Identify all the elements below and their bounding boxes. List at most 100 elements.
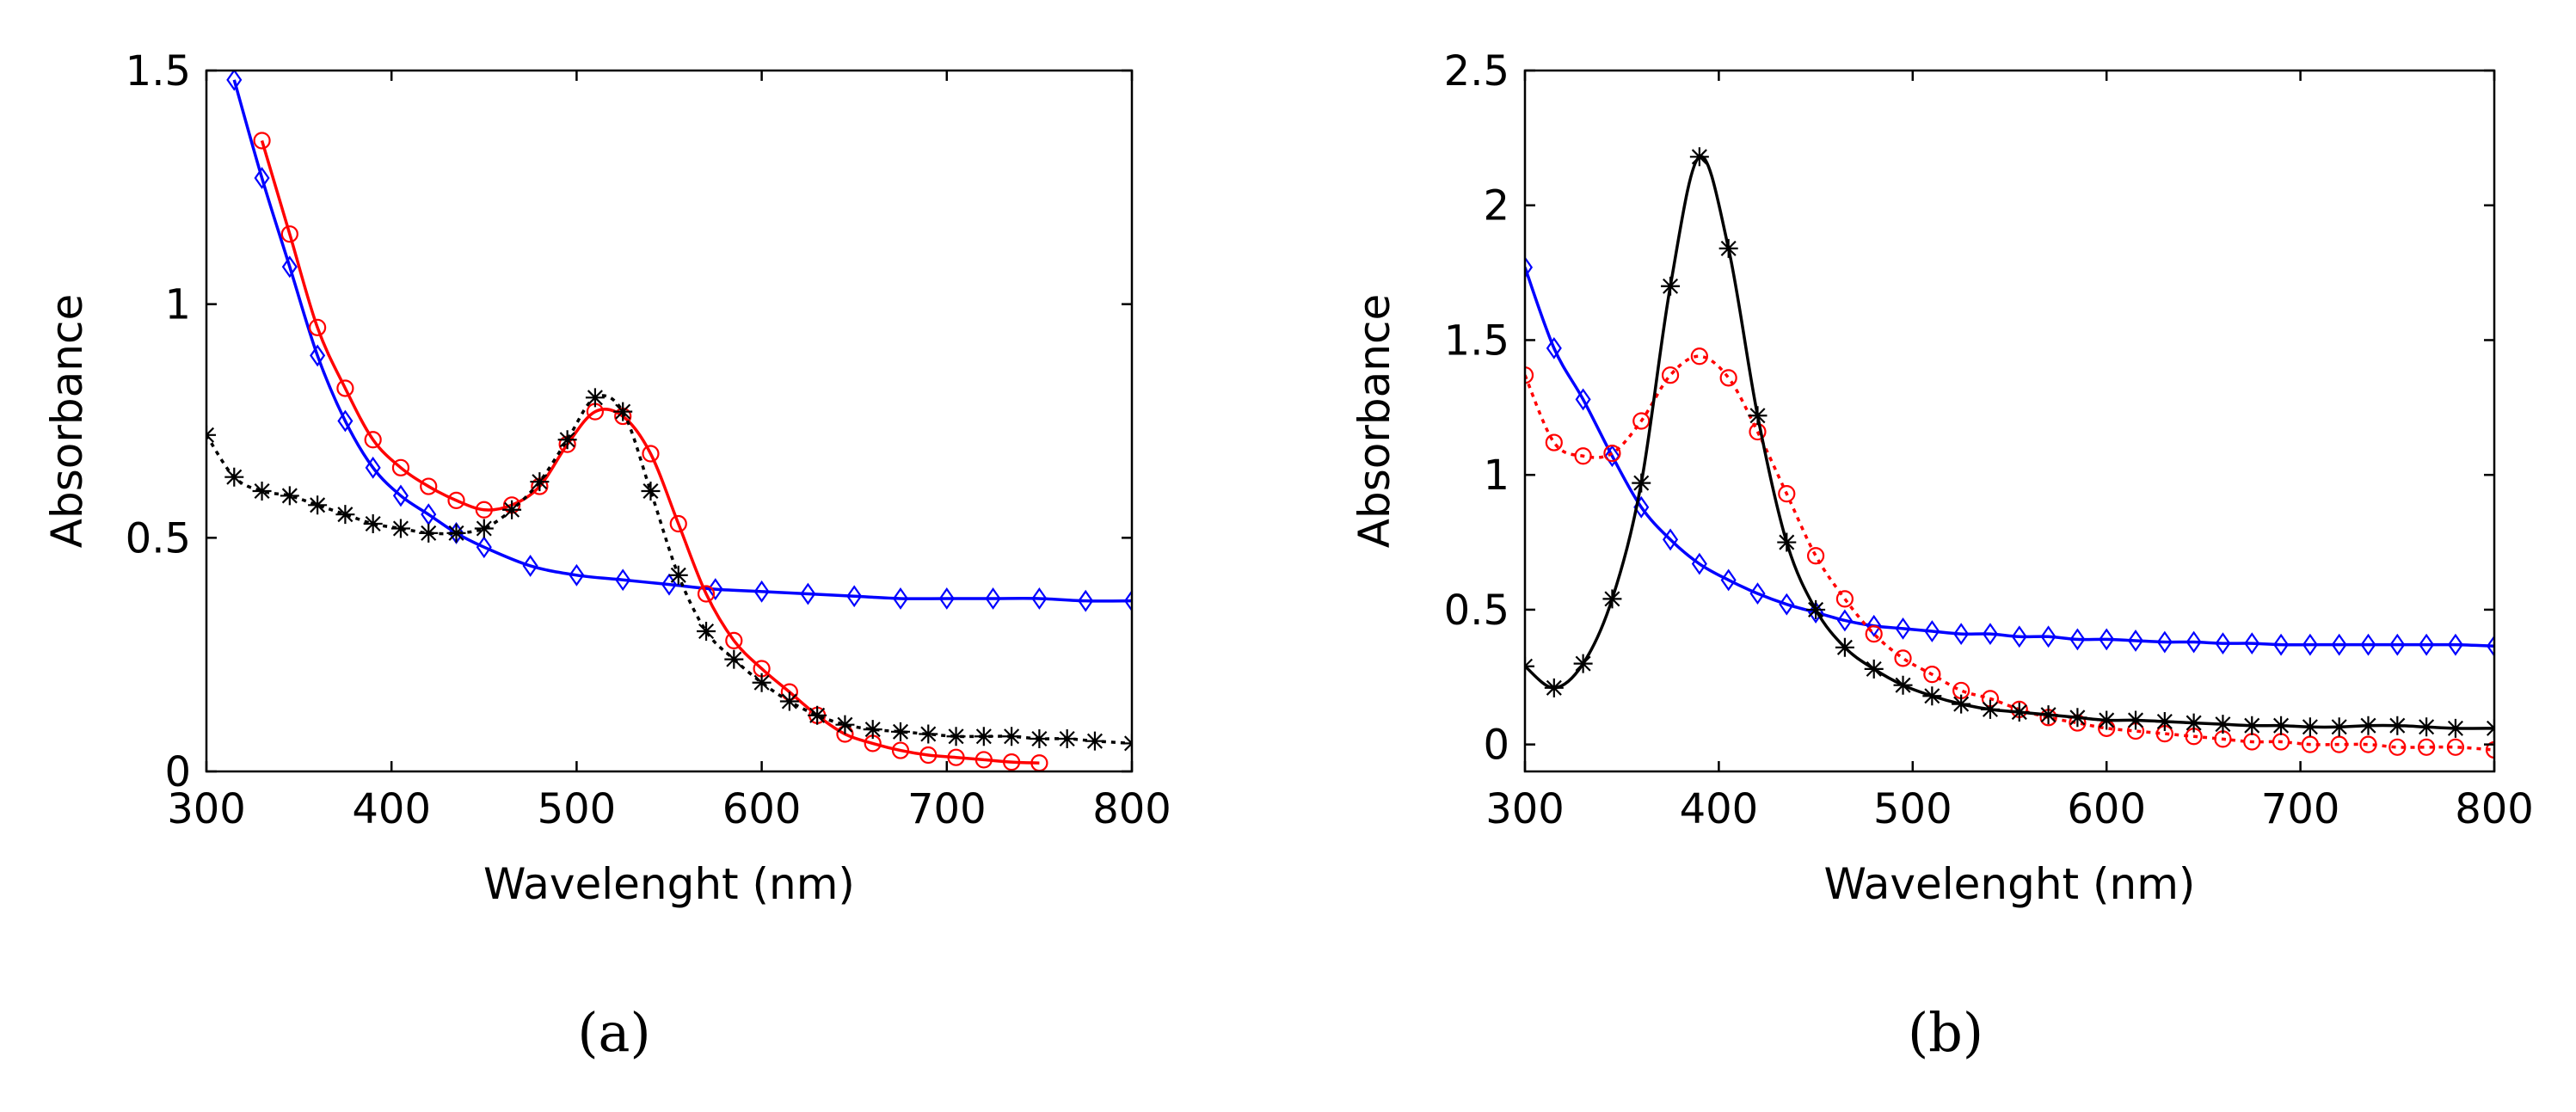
- series-3-point: [2388, 716, 2407, 735]
- series-3-point: [224, 467, 244, 487]
- series-3-point: [1057, 728, 1077, 748]
- series-3-point: [724, 649, 744, 669]
- series-1-point: [938, 587, 955, 610]
- series-1-point: [522, 555, 538, 577]
- series-3-point: [2213, 715, 2233, 734]
- series-1-point: [310, 344, 326, 367]
- series-2-point: [280, 225, 298, 243]
- series-2-point: [1923, 666, 1941, 684]
- y-tick-label: 0: [164, 748, 191, 796]
- series-2-point: [974, 751, 993, 769]
- series-1-point: [1078, 589, 1094, 612]
- series-3-line: [206, 394, 1132, 746]
- series-2-point: [2418, 738, 2436, 756]
- series-3-point: [1689, 147, 1709, 167]
- series-1-point: [2099, 628, 2115, 651]
- series-1-point: [2447, 633, 2463, 656]
- series-3-point: [557, 430, 577, 450]
- x-tick-label: 600: [2067, 785, 2146, 833]
- series-3-point: [335, 505, 355, 525]
- series-1-line: [232, 79, 1132, 603]
- series-3-point: [1632, 473, 1651, 493]
- series-3-point: [974, 727, 993, 746]
- series-1-point: [254, 167, 270, 189]
- series-1-point: [2302, 633, 2318, 656]
- series-3-point: [1806, 599, 1826, 619]
- series-2-point: [2330, 735, 2348, 753]
- chart-panel-a: 300 400 500 600 700 800 0 0.5 1 1.5 Wavelenght (nm…: [42, 47, 1171, 1064]
- series-3-point: [1573, 654, 1593, 673]
- plot-frame: [205, 69, 1134, 773]
- series-2-point: [2446, 738, 2465, 756]
- series-3-point: [308, 495, 328, 515]
- series-1-point: [2069, 628, 2086, 651]
- series-1-point: [1720, 568, 1737, 592]
- series-3-point: [891, 722, 910, 741]
- series-3-point: [2272, 716, 2291, 735]
- series-3-point: [474, 519, 494, 538]
- series-3-point: [280, 486, 299, 506]
- x-tick-label: 600: [722, 785, 802, 833]
- series-1-point: [226, 71, 243, 91]
- series-3-point: [2126, 710, 2146, 730]
- series-2-point: [1574, 447, 1592, 465]
- y-tick-label: 0: [1483, 722, 1509, 770]
- series-1-point: [2040, 625, 2056, 648]
- x-tick-label: 700: [2261, 785, 2340, 833]
- series-2-point: [669, 514, 687, 533]
- y-tick-label: 0.5: [126, 514, 191, 562]
- panel-label: (a): [577, 1001, 650, 1064]
- series-1-point: [985, 587, 1001, 610]
- series-3-point: [502, 500, 522, 519]
- series-2-point: [1661, 366, 1680, 384]
- series-3-point: [1952, 694, 1971, 714]
- series-3-point: [752, 673, 772, 692]
- series-1-point: [2244, 632, 2260, 655]
- series-1-point: [281, 255, 298, 279]
- series-2-point: [1719, 369, 1737, 387]
- series-1-point: [1982, 623, 1999, 646]
- series-2-point: [1632, 412, 1651, 430]
- series-2-point: [336, 379, 354, 397]
- series-1-point: [2486, 635, 2494, 658]
- series-3-point: [641, 482, 661, 501]
- series-2-point: [420, 477, 438, 495]
- series-1-point: [2156, 630, 2173, 654]
- series-1-point: [1836, 609, 1853, 632]
- series-2-point: [1525, 366, 1534, 384]
- series-1-point: [2360, 633, 2376, 656]
- series-1-point: [800, 582, 816, 605]
- series-3-point: [1544, 678, 1564, 697]
- series-1-point: [337, 409, 354, 433]
- series-2-point: [725, 631, 743, 649]
- panel-label: (b): [1908, 1001, 1983, 1064]
- series-1-point: [707, 578, 723, 601]
- series-2-point: [697, 585, 716, 603]
- series-3-point: [1661, 276, 1681, 296]
- series-1-point: [1924, 620, 1940, 642]
- x-tick-label: 500: [1873, 785, 1952, 833]
- series-3-line: [1525, 155, 2494, 730]
- series-3-point: [363, 514, 383, 534]
- series-3-point: [2417, 717, 2437, 737]
- plot-frame: [1523, 69, 2496, 773]
- series-1-point: [2331, 633, 2347, 656]
- series-3-point: [1777, 532, 1797, 552]
- series-2-point: [891, 741, 910, 759]
- series-1-point: [1525, 255, 1534, 279]
- x-tick-label: 400: [1680, 785, 1759, 833]
- y-axis-title: Absorbance: [42, 294, 92, 548]
- series-3-point: [1748, 406, 1768, 426]
- series-2-point: [2485, 740, 2494, 759]
- series-1-point: [1575, 388, 1591, 411]
- series-3-point: [835, 715, 855, 734]
- series-2-point: [919, 746, 938, 765]
- series-2-point: [2301, 735, 2319, 753]
- series-3-point: [1980, 699, 2000, 719]
- series-1-point: [1779, 593, 1795, 616]
- x-axis-title: Wavelenght (nm): [483, 859, 855, 909]
- series-2-point: [1835, 590, 1854, 608]
- series-3-point: [697, 622, 716, 641]
- series-1-point: [1123, 589, 1132, 612]
- series-1-point: [615, 568, 631, 592]
